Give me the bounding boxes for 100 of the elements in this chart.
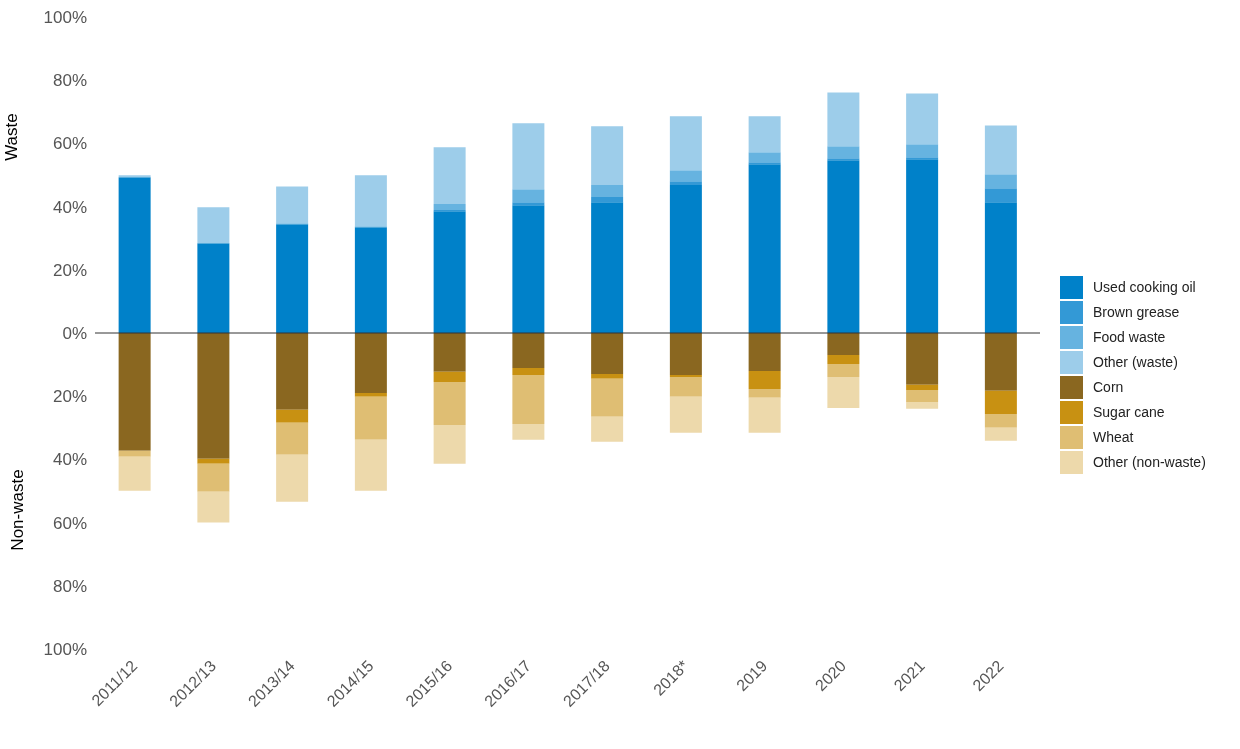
bar bbox=[512, 205, 545, 333]
legend-label: Sugar cane bbox=[1093, 404, 1165, 420]
y-tick-label: 0% bbox=[62, 324, 87, 344]
bar bbox=[354, 227, 387, 333]
bar bbox=[906, 333, 939, 385]
bar bbox=[748, 397, 781, 433]
bar bbox=[512, 424, 545, 440]
bar bbox=[748, 388, 781, 398]
bar bbox=[512, 368, 545, 376]
bar bbox=[827, 146, 860, 159]
bar bbox=[984, 413, 1017, 428]
text: Non-waste bbox=[8, 469, 28, 551]
bar bbox=[906, 93, 939, 145]
bar bbox=[512, 333, 545, 369]
bar bbox=[669, 333, 702, 376]
bar bbox=[748, 370, 781, 389]
bar bbox=[591, 202, 624, 333]
bar bbox=[118, 456, 151, 491]
bar bbox=[748, 152, 781, 163]
legend-label: Other (waste) bbox=[1093, 354, 1178, 370]
bar bbox=[197, 458, 230, 464]
bar bbox=[669, 170, 702, 182]
bar bbox=[827, 376, 860, 408]
bar bbox=[984, 188, 1017, 203]
bar bbox=[669, 116, 702, 171]
bar bbox=[591, 416, 624, 442]
bar bbox=[984, 174, 1017, 189]
bar bbox=[276, 409, 309, 423]
y-tick-label: 60% bbox=[52, 513, 87, 533]
y-tick-label: 20% bbox=[52, 387, 87, 407]
bar bbox=[669, 185, 702, 333]
bar bbox=[118, 333, 151, 451]
bar bbox=[118, 177, 151, 333]
bar bbox=[197, 207, 230, 244]
bar bbox=[669, 376, 702, 397]
bar bbox=[984, 390, 1017, 414]
bar bbox=[984, 125, 1017, 175]
y-tick-label: 100% bbox=[43, 640, 87, 660]
bar bbox=[591, 126, 624, 186]
bar bbox=[906, 159, 939, 333]
bar bbox=[669, 181, 702, 186]
y-tick-label: 40% bbox=[52, 450, 87, 470]
bar bbox=[276, 224, 309, 333]
bar bbox=[512, 202, 545, 206]
bar bbox=[984, 333, 1017, 391]
bar bbox=[354, 333, 387, 394]
bar bbox=[827, 160, 860, 333]
bar bbox=[512, 123, 545, 190]
bar bbox=[591, 197, 624, 203]
bar bbox=[433, 381, 466, 425]
bar bbox=[591, 378, 624, 417]
bar bbox=[197, 243, 230, 333]
y-tick-label: 40% bbox=[52, 197, 87, 217]
bar bbox=[197, 333, 230, 459]
legend-label: Used cooking oil bbox=[1093, 279, 1196, 295]
bar bbox=[276, 454, 309, 502]
legend-label: Corn bbox=[1093, 379, 1124, 395]
bar bbox=[906, 389, 939, 402]
bar bbox=[197, 463, 230, 492]
legend-label: Other (non-waste) bbox=[1093, 454, 1206, 470]
bar bbox=[512, 189, 545, 203]
bar bbox=[354, 175, 387, 227]
bar bbox=[354, 396, 387, 440]
y-axis-title: Waste bbox=[2, 113, 22, 161]
legend-label: Food waste bbox=[1093, 329, 1166, 345]
bar bbox=[748, 333, 781, 371]
bar bbox=[748, 116, 781, 153]
bar bbox=[433, 204, 466, 211]
bar bbox=[276, 186, 309, 224]
bar bbox=[906, 384, 939, 390]
bar bbox=[827, 363, 860, 377]
legend-label: Wheat bbox=[1093, 429, 1134, 445]
y-tick-label: 80% bbox=[52, 71, 87, 91]
bar bbox=[433, 424, 466, 464]
bar bbox=[906, 144, 939, 158]
legend-label: Brown grease bbox=[1093, 304, 1180, 320]
bar bbox=[433, 211, 466, 333]
bar bbox=[591, 185, 624, 198]
bar bbox=[512, 375, 545, 425]
bar bbox=[433, 371, 466, 382]
bar bbox=[984, 427, 1017, 441]
bar bbox=[827, 355, 860, 364]
bar bbox=[197, 491, 230, 523]
bar bbox=[984, 202, 1017, 333]
bar bbox=[433, 147, 466, 205]
y-tick-label: 60% bbox=[52, 134, 87, 154]
bar bbox=[827, 92, 860, 147]
bar bbox=[591, 374, 624, 379]
bar bbox=[354, 439, 387, 491]
bar bbox=[906, 401, 939, 409]
bar bbox=[276, 333, 309, 410]
y-tick-label: 100% bbox=[43, 8, 87, 28]
y-tick-label: 80% bbox=[52, 576, 87, 596]
bar bbox=[748, 164, 781, 333]
bar bbox=[354, 393, 387, 397]
y-tick-label: 20% bbox=[52, 260, 87, 280]
bar bbox=[591, 333, 624, 375]
bar bbox=[827, 333, 860, 356]
bar bbox=[669, 396, 702, 433]
bar bbox=[276, 422, 309, 455]
